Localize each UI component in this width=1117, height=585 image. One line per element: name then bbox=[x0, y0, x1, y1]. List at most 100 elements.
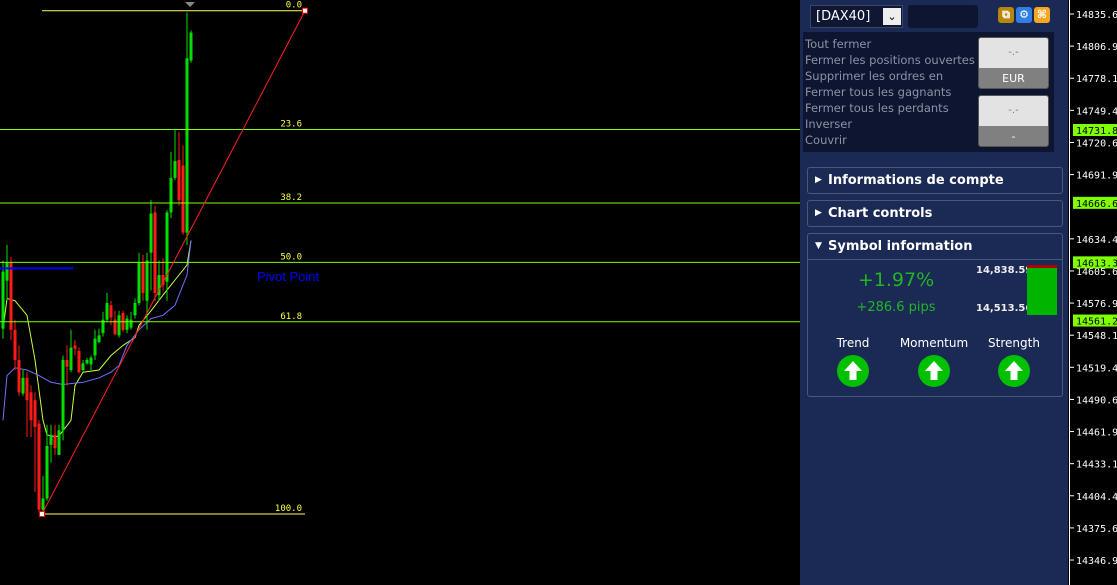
action-delete-orders[interactable]: Supprimer les ordres en bbox=[805, 69, 944, 83]
day-low: 14,513.56 bbox=[976, 303, 1033, 314]
action-close-losers[interactable]: Fermer tous les perdants bbox=[805, 101, 949, 115]
section-chart-controls[interactable]: ▶ Chart controls bbox=[807, 200, 1063, 227]
action-close-all[interactable]: Tout fermer bbox=[805, 37, 872, 51]
price-marker-label: 14731.81 bbox=[1076, 126, 1117, 137]
trade-panel: [DAX40] ⌄ ⧉ ⚙ ⌘ Tout fermer Fermer les p… bbox=[800, 0, 1068, 585]
trend-label: Trend bbox=[836, 336, 870, 350]
price-tick-label: 14490.65 bbox=[1076, 395, 1117, 406]
candle-body bbox=[97, 335, 101, 343]
price-tick-label: 14835.65 bbox=[1076, 10, 1117, 21]
actions-box: Tout fermer Fermer les positions ouverte… bbox=[803, 32, 1054, 152]
day-range-bar bbox=[1027, 265, 1057, 315]
profit-pips-button[interactable]: -.- - bbox=[978, 95, 1049, 147]
candle-body bbox=[57, 430, 61, 455]
candle-body bbox=[177, 159, 181, 201]
action-close-open-positions[interactable]: Fermer les positions ouvertes bbox=[805, 53, 975, 67]
action-hedge[interactable]: Couvrir bbox=[805, 133, 847, 147]
fib-label-0.0: 0.0 bbox=[286, 1, 302, 11]
candle-body bbox=[89, 357, 93, 365]
price-tick-label: 14691.90 bbox=[1076, 171, 1117, 182]
candle-body bbox=[157, 275, 161, 296]
price-tick-label: 14433.15 bbox=[1076, 460, 1117, 471]
price-tick-label: 14778.15 bbox=[1076, 74, 1117, 85]
section-title: Symbol information bbox=[828, 239, 973, 254]
price-marker-label: 14666.61 bbox=[1076, 199, 1117, 210]
section-account-info[interactable]: ▶ Informations de compte bbox=[807, 167, 1063, 194]
candle-body bbox=[185, 58, 189, 233]
pips-label: - bbox=[979, 126, 1048, 146]
candle-body bbox=[1, 271, 5, 329]
symbol-value: [DAX40] bbox=[816, 9, 871, 24]
fib-label-38.2: 38.2 bbox=[280, 193, 302, 203]
momentum-up-arrow-icon bbox=[918, 355, 950, 387]
copy-icon[interactable]: ⧉ bbox=[998, 7, 1014, 23]
candle-body bbox=[45, 445, 49, 499]
candle-body bbox=[65, 359, 69, 367]
candle-body bbox=[113, 319, 117, 335]
candle-body bbox=[69, 347, 73, 370]
candle-body bbox=[81, 363, 85, 370]
candle-body bbox=[101, 319, 105, 334]
ma-slow-line bbox=[2, 240, 192, 421]
candle-body bbox=[53, 434, 57, 449]
price-tick-label: 14548.15 bbox=[1076, 331, 1117, 342]
change-percent: +1.97% bbox=[857, 269, 935, 291]
candle-body bbox=[137, 262, 141, 303]
candle-body bbox=[29, 392, 33, 421]
caret-right-icon: ▶ bbox=[815, 175, 822, 185]
section-title: Chart controls bbox=[828, 206, 933, 221]
pivot-point-label: Pivot Point bbox=[257, 269, 320, 284]
price-tick-label: 14404.40 bbox=[1076, 492, 1117, 503]
fib-label-61.8: 61.8 bbox=[280, 312, 302, 322]
candle-body bbox=[93, 338, 97, 356]
candle-body bbox=[25, 377, 29, 401]
candle-body bbox=[21, 377, 25, 394]
candle-body bbox=[169, 177, 173, 213]
price-marker bbox=[1073, 196, 1117, 209]
candle-body bbox=[105, 302, 109, 320]
profit-eur-button[interactable]: -.- EUR bbox=[978, 37, 1049, 89]
fib-trend-line bbox=[41, 10, 306, 515]
price-marker bbox=[1073, 314, 1117, 327]
price-tick-label: 14346.90 bbox=[1076, 556, 1117, 567]
candle-body bbox=[41, 498, 45, 510]
candle-body bbox=[173, 161, 177, 178]
candle-body bbox=[17, 359, 21, 393]
price-tick-label: 14605.65 bbox=[1076, 267, 1117, 278]
layout-icon[interactable]: ⌘ bbox=[1034, 7, 1050, 23]
caret-down-icon: ▼ bbox=[815, 241, 822, 251]
fib-label-50.0: 50.0 bbox=[280, 252, 302, 262]
price-tick-label: 14576.90 bbox=[1076, 299, 1117, 310]
gear-icon[interactable]: ⚙ bbox=[1016, 7, 1032, 23]
pips-value: -.- bbox=[979, 96, 1048, 126]
section-symbol-info: ▼ Symbol information +1.97% +286.6 pips 1… bbox=[807, 233, 1063, 397]
candle-body bbox=[109, 305, 113, 318]
candle-body bbox=[61, 359, 65, 431]
price-tick-label: 14634.40 bbox=[1076, 235, 1117, 246]
action-reverse[interactable]: Inverser bbox=[805, 117, 853, 131]
price-tick-label: 14749.40 bbox=[1076, 106, 1117, 117]
chevron-down-icon[interactable]: ⌄ bbox=[883, 8, 901, 25]
candle-body bbox=[189, 32, 193, 61]
action-close-winners[interactable]: Fermer tous les gagnants bbox=[805, 85, 952, 99]
day-high: 14,838.59 bbox=[976, 265, 1033, 276]
caret-right-icon: ▶ bbox=[815, 208, 822, 218]
candle-body bbox=[33, 400, 37, 427]
price-marker bbox=[1073, 124, 1117, 137]
candle-body bbox=[133, 302, 137, 316]
lot-input[interactable] bbox=[908, 5, 978, 28]
currency-label: EUR bbox=[979, 68, 1048, 88]
candle-body bbox=[85, 359, 89, 364]
candle-body bbox=[153, 212, 157, 293]
candle-body bbox=[141, 262, 145, 293]
candle-body bbox=[125, 318, 129, 330]
price-tick-label: 14375.65 bbox=[1076, 524, 1117, 535]
price-tick-label: 14461.90 bbox=[1076, 428, 1117, 439]
candle-body bbox=[9, 262, 13, 330]
candle-body bbox=[49, 434, 53, 445]
symbol-select[interactable]: [DAX40] ⌄ bbox=[810, 5, 903, 28]
candle-body bbox=[161, 275, 165, 286]
symbol-info-header[interactable]: ▼ Symbol information bbox=[808, 234, 1062, 259]
candle-body bbox=[129, 319, 133, 328]
